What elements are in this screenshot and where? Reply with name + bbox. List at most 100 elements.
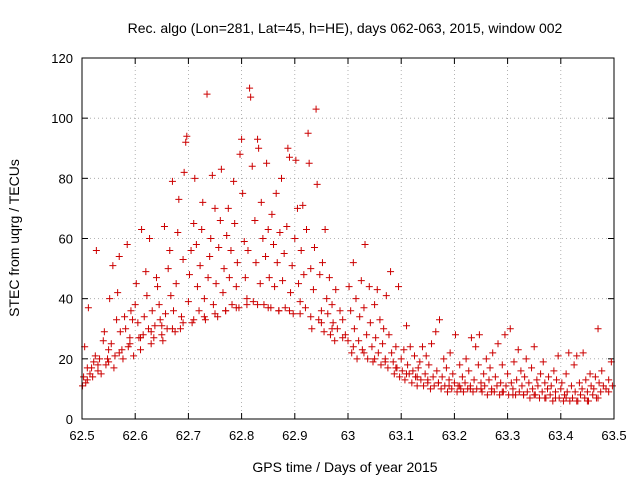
data-point (142, 268, 150, 276)
data-point (109, 262, 117, 270)
data-point (497, 379, 505, 387)
data-point (115, 349, 123, 357)
data-point (223, 231, 231, 239)
data-point (310, 244, 318, 252)
data-point (316, 271, 324, 279)
data-point (608, 382, 616, 390)
data-point (251, 216, 259, 224)
data-point (97, 370, 105, 378)
data-point (355, 337, 363, 345)
data-point (105, 346, 113, 354)
data-point (110, 364, 118, 372)
data-point (190, 316, 198, 324)
data-point (395, 283, 403, 291)
data-point (273, 259, 281, 267)
data-point (361, 241, 369, 249)
y-tick-label: 20 (59, 352, 73, 367)
x-tick-label: 63.1 (389, 428, 414, 443)
data-point (196, 262, 204, 270)
data-point (308, 325, 316, 333)
data-point (132, 280, 140, 288)
data-point (215, 244, 223, 252)
data-points (79, 84, 616, 405)
data-point (428, 340, 436, 348)
data-point (296, 310, 304, 318)
x-axis-label: GPS time / Days of year 2015 (252, 459, 437, 475)
data-point (166, 247, 174, 255)
data-point (445, 376, 453, 384)
data-point (565, 349, 573, 357)
x-tick-label: 63.3 (495, 428, 520, 443)
data-point (509, 391, 517, 399)
data-point (384, 364, 392, 372)
data-point (583, 397, 591, 405)
data-point (579, 349, 587, 357)
data-point (104, 355, 112, 363)
data-point (518, 382, 526, 390)
data-point (396, 373, 404, 381)
data-point (183, 132, 191, 140)
data-point (459, 388, 467, 396)
data-point (180, 168, 188, 176)
data-point (255, 144, 263, 152)
data-point (106, 295, 114, 303)
data-point (292, 156, 300, 164)
data-point (264, 304, 272, 312)
data-point (182, 138, 190, 146)
data-point (328, 325, 336, 333)
data-point (211, 204, 219, 212)
data-point (485, 376, 493, 384)
data-point (477, 385, 485, 393)
data-point (498, 361, 506, 369)
data-point (466, 385, 474, 393)
data-point (571, 388, 579, 396)
data-point (170, 307, 178, 315)
data-point (363, 331, 371, 339)
data-point (339, 316, 347, 324)
data-point (545, 373, 553, 381)
data-point (475, 331, 483, 339)
data-point (284, 144, 292, 152)
data-point (529, 385, 537, 393)
data-point (442, 364, 450, 372)
data-point (506, 325, 514, 333)
data-point (374, 349, 382, 357)
data-point (390, 370, 398, 378)
data-point (271, 283, 279, 291)
data-point (458, 373, 466, 381)
data-point (137, 346, 145, 354)
data-point (594, 325, 602, 333)
data-point (360, 349, 368, 357)
data-point (240, 238, 248, 246)
data-point (219, 289, 227, 297)
data-point (414, 364, 422, 372)
data-point (541, 379, 549, 387)
data-point (238, 135, 246, 143)
data-point (285, 153, 293, 161)
data-point (313, 180, 321, 188)
x-tick-label: 62.6 (123, 428, 148, 443)
data-point (199, 198, 207, 206)
plot-frame (81, 57, 615, 420)
data-point (397, 355, 405, 363)
data-point (249, 298, 257, 306)
data-point (347, 307, 355, 315)
data-point (349, 259, 357, 267)
data-point (590, 385, 598, 393)
data-point (188, 319, 196, 327)
data-point (357, 277, 365, 285)
data-point (562, 370, 570, 378)
data-point (470, 376, 478, 384)
data-point (278, 174, 285, 182)
x-tick-label: 62.5 (69, 428, 94, 443)
data-point (155, 301, 163, 309)
data-point (595, 379, 603, 387)
data-point (432, 328, 440, 336)
data-point (285, 307, 293, 315)
data-point (379, 340, 387, 348)
data-point (436, 316, 444, 324)
x-tick-label: 63.5 (601, 428, 626, 443)
data-point (433, 367, 441, 375)
x-tick-label: 63.2 (442, 428, 467, 443)
data-point (586, 370, 594, 378)
